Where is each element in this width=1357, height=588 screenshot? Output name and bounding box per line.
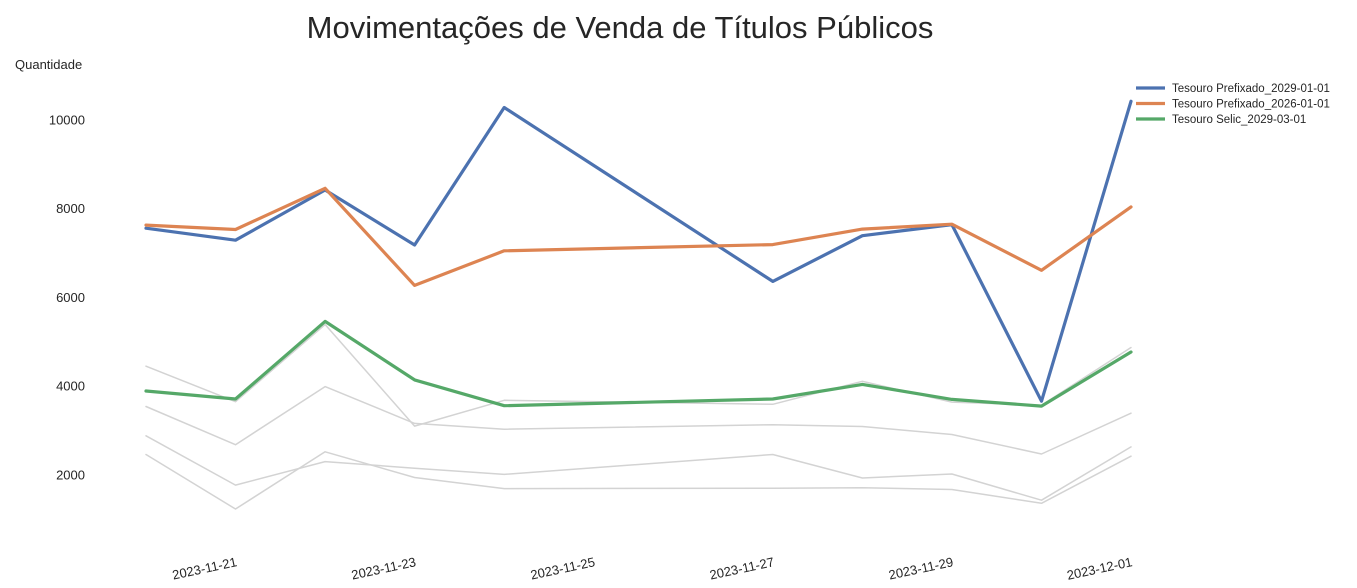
y-axis-ticks: 2000 4000 6000 8000 10000 — [49, 112, 85, 482]
x-tick-label: 2023-11-23 — [350, 554, 417, 582]
background-series-line — [145, 323, 1132, 427]
background-series-line — [145, 435, 1132, 501]
x-tick-label: 2023-11-25 — [529, 554, 596, 582]
x-tick-label: 2023-12-01 — [1065, 554, 1133, 582]
legend-entry: Tesouro Prefixado_2029-01-01 — [1172, 83, 1330, 95]
x-tick-label: 2023-11-27 — [708, 554, 775, 582]
y-tick-label: 4000 — [56, 379, 85, 394]
x-tick-label: 2023-11-21 — [171, 554, 238, 582]
background-series-line — [145, 385, 1132, 455]
y-tick-label: 8000 — [56, 201, 85, 216]
y-tick-label: 6000 — [56, 290, 85, 305]
legend-entry: Tesouro Prefixado_2026-01-01 — [1172, 99, 1330, 111]
legend-entry: Tesouro Selic_2029-03-01 — [1172, 114, 1306, 126]
x-axis-ticks: 2023-11-21 2023-11-23 2023-11-25 2023-11-27… — [171, 554, 1134, 582]
background-series-line — [145, 451, 1132, 510]
series-line-1 — [144, 186, 1133, 287]
y-axis-label: Quantidade — [15, 57, 82, 72]
x-tick-label: 2023-11-29 — [887, 554, 954, 582]
highlight-series — [144, 99, 1133, 408]
legend: Tesouro Prefixado_2029-01-01 Tesouro Pref… — [1136, 83, 1330, 126]
chart-title: Movimentações de Venda de Títulos Públic… — [307, 10, 934, 45]
y-tick-label: 10000 — [49, 112, 85, 127]
background-series — [145, 323, 1132, 510]
y-tick-label: 2000 — [56, 467, 85, 482]
series-line-2 — [144, 319, 1133, 408]
series-line-0 — [144, 99, 1133, 403]
